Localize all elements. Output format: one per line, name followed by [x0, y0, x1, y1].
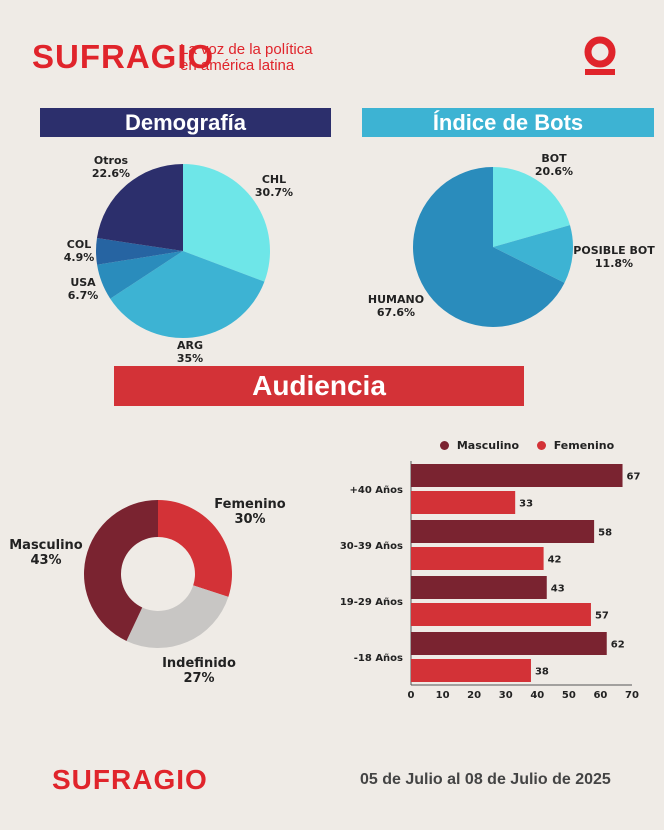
aud-label-indefinido: Indefinido 27% — [156, 656, 242, 686]
aud-label-masculino: Masculino 43% — [4, 538, 88, 568]
bar-x-tick-label: 50 — [562, 690, 576, 701]
bar-masculino-19-29-a-os — [411, 576, 547, 599]
aud-label-femenino: Femenino 30% — [210, 497, 290, 527]
aud-name-masculino: Masculino — [9, 538, 83, 553]
demo-name-arg: ARG — [176, 339, 203, 352]
demo-label-col: COL 4.9% — [58, 238, 100, 264]
bar-value-label: 43 — [551, 584, 565, 595]
demo-label-otros: Otros 22.6% — [88, 154, 134, 180]
bots-value-bot: 20.6% — [534, 165, 574, 178]
bar-x-tick-label: 0 — [408, 690, 415, 701]
bar-femenino-18-a-os — [411, 659, 531, 682]
demo-label-chl: CHL 30.7% — [252, 173, 296, 199]
bar-femenino-30-39-a-os — [411, 547, 544, 570]
bar-femenino-19-29-a-os — [411, 603, 591, 626]
bots-label-posible: POSIBLE BOT 11.8% — [572, 244, 656, 270]
demografia-slice-usa — [97, 251, 183, 299]
bots-slice-humano — [413, 167, 565, 327]
bots-slice-bot — [493, 167, 570, 247]
bar-x-tick-label: 30 — [499, 690, 513, 701]
bar-x-tick-label: 70 — [625, 690, 639, 701]
bar-value-label: 57 — [595, 611, 609, 622]
demografia-slice-otros — [96, 164, 183, 251]
aud-value-femenino: 30% — [234, 512, 266, 527]
bar-value-label: 58 — [598, 528, 612, 539]
legend-masculino-swatch — [440, 441, 449, 450]
bar-value-label: 38 — [535, 667, 549, 678]
bots-value-posible: 11.8% — [594, 257, 634, 270]
legend-femenino-label: Femenino — [553, 439, 615, 452]
audiencia-banner: Audiencia — [114, 366, 524, 406]
audiencia-slice-indefinido — [126, 585, 229, 648]
bar-x-tick-label: 20 — [467, 690, 481, 701]
footer-logo: SUFRAGIO — [52, 764, 208, 795]
demo-name-col: COL — [66, 238, 92, 251]
aud-name-indefinido: Indefinido — [162, 656, 236, 671]
sufragio-o-icon — [584, 36, 616, 76]
bar-value-label: 62 — [611, 640, 625, 651]
audiencia-bar-chart: 0 10 20 30 40 50 60 70 +40 Años 67 33 30-39 Años 58 4… — [340, 461, 641, 701]
demo-name-usa: USA — [70, 276, 96, 289]
bar-x-tick-label: 10 — [436, 690, 450, 701]
tagline-line-1: La voz de la política — [180, 41, 313, 58]
demo-label-usa: USA 6.7% — [62, 276, 104, 302]
demo-label-arg: ARG 35% — [170, 339, 210, 365]
demografia-banner: Demografía — [40, 108, 331, 137]
demografia-pie — [96, 164, 270, 338]
demo-name-chl: CHL — [261, 173, 287, 186]
demo-value-otros: 22.6% — [91, 167, 131, 180]
bar-category-label: -18 Años — [354, 653, 403, 664]
header-logo: SUFRAGIO — [32, 38, 215, 75]
bar-masculino-18-a-os — [411, 632, 607, 655]
audiencia-slice-masculino — [83, 500, 158, 641]
bots-slice-posible-bot — [493, 225, 573, 283]
demografia-slice-col — [96, 238, 183, 265]
header-tagline: La voz de la política en américa latina — [180, 42, 313, 74]
bar-value-label: 67 — [627, 472, 641, 483]
legend-masculino-label: Masculino — [456, 439, 520, 452]
bots-label-bot: BOT 20.6% — [532, 152, 576, 178]
bar-category-label: 30-39 Años — [340, 541, 403, 552]
bots-label-humano: HUMANO 67.6% — [366, 293, 426, 319]
bar-legend: Masculino Femenino — [440, 439, 614, 453]
demo-value-arg: 35% — [176, 352, 204, 365]
bar-category-label: +40 Años — [350, 485, 404, 496]
demo-name-otros: Otros — [93, 154, 129, 167]
bots-value-humano: 67.6% — [376, 306, 416, 319]
bar-x-tick-label: 60 — [593, 690, 607, 701]
demografia-slice-chl — [183, 164, 270, 282]
demo-value-chl: 30.7% — [254, 186, 294, 199]
bots-name-posible: POSIBLE BOT — [573, 244, 655, 257]
bar-masculino-30-39-a-os — [411, 520, 595, 543]
footer-date-range: 05 de Julio al 08 de Julio de 2025 — [360, 771, 611, 788]
bar-category-label: 19-29 Años — [340, 597, 403, 608]
aud-value-masculino: 43% — [30, 553, 62, 568]
demografia-slice-arg — [110, 251, 265, 338]
bar-value-label: 42 — [548, 555, 562, 566]
demo-value-usa: 6.7% — [67, 289, 99, 302]
audiencia-slice-femenino — [158, 500, 232, 597]
bar-femenino-40-a-os — [411, 491, 516, 514]
bots-banner: Índice de Bots — [362, 108, 654, 137]
tagline-line-2: en américa latina — [180, 57, 295, 74]
aud-name-femenino: Femenino — [214, 497, 286, 512]
bots-name-humano: HUMANO — [367, 293, 425, 306]
bar-x-tick-label: 40 — [530, 690, 544, 701]
bar-value-label: 33 — [519, 499, 533, 510]
demo-value-col: 4.9% — [63, 251, 95, 264]
bar-masculino-40-a-os — [411, 464, 623, 487]
legend-femenino-swatch — [536, 441, 546, 450]
aud-value-indefinido: 27% — [183, 671, 215, 686]
bots-pie — [413, 167, 573, 327]
audiencia-donut — [83, 500, 232, 648]
bots-name-bot: BOT — [541, 152, 567, 165]
